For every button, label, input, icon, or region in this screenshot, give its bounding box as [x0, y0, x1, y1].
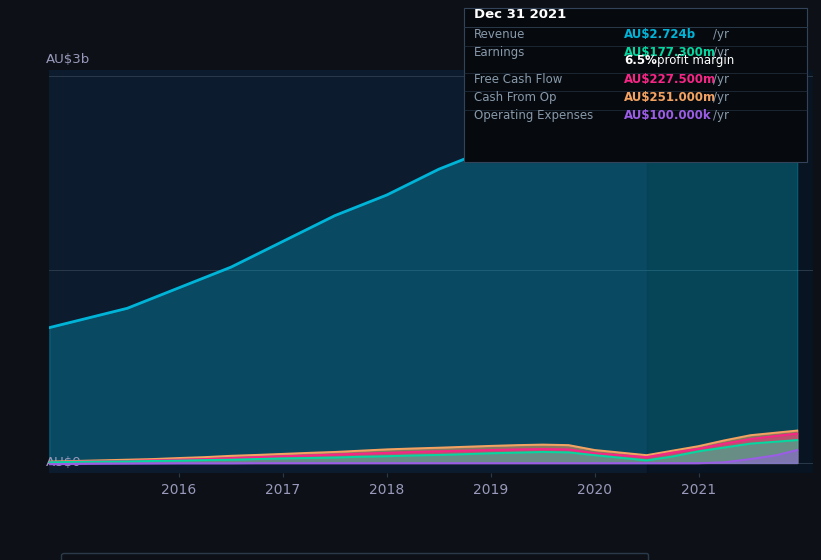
- Text: AU$2.724b: AU$2.724b: [624, 27, 696, 40]
- Text: AU$251.000m: AU$251.000m: [624, 91, 716, 104]
- Text: Cash From Op: Cash From Op: [474, 91, 556, 104]
- Text: /yr: /yr: [713, 27, 728, 40]
- Text: /yr: /yr: [713, 109, 728, 122]
- Text: AU$177.300m: AU$177.300m: [624, 46, 716, 59]
- Text: AU$100.000k: AU$100.000k: [624, 109, 712, 122]
- Text: Operating Expenses: Operating Expenses: [474, 109, 593, 122]
- Text: /yr: /yr: [713, 73, 728, 86]
- Text: Revenue: Revenue: [474, 27, 525, 40]
- Text: Dec 31 2021: Dec 31 2021: [474, 8, 566, 21]
- Text: AU$3b: AU$3b: [45, 53, 89, 66]
- Bar: [647, 70, 813, 473]
- Text: 6.5%: 6.5%: [624, 54, 657, 67]
- Text: /yr: /yr: [713, 91, 728, 104]
- Text: Free Cash Flow: Free Cash Flow: [474, 73, 562, 86]
- Text: AU$0: AU$0: [45, 456, 81, 469]
- Text: profit margin: profit margin: [657, 54, 734, 67]
- Text: AU$227.500m: AU$227.500m: [624, 73, 716, 86]
- Text: Earnings: Earnings: [474, 46, 525, 59]
- Text: /yr: /yr: [713, 46, 728, 59]
- Legend: Revenue, Earnings, Free Cash Flow, Cash From Op, Operating Expenses: Revenue, Earnings, Free Cash Flow, Cash …: [62, 553, 648, 560]
